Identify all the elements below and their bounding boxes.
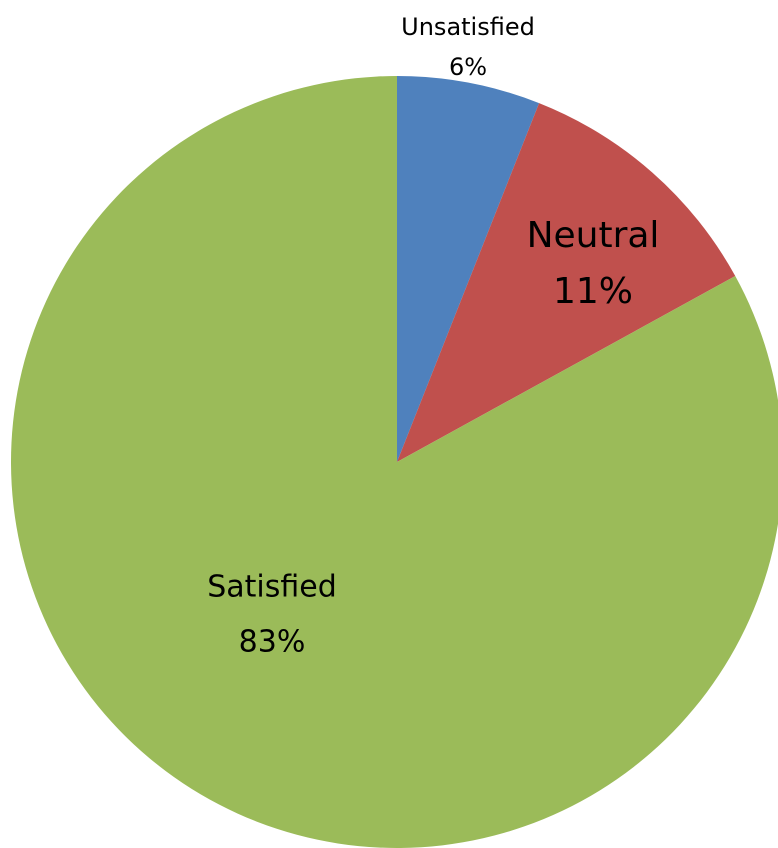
slice-value-label: 6% [449, 53, 487, 81]
slice-label: Neutral [527, 215, 660, 256]
slice-label: Unsatisfied [401, 13, 535, 41]
pie-slice [397, 103, 736, 463]
pie-slice [11, 76, 778, 848]
slice-value-label: 83% [239, 625, 306, 660]
pie-slice [397, 76, 540, 462]
slice-value-label: 11% [553, 271, 633, 312]
slice-label: Satisfied [207, 570, 337, 605]
